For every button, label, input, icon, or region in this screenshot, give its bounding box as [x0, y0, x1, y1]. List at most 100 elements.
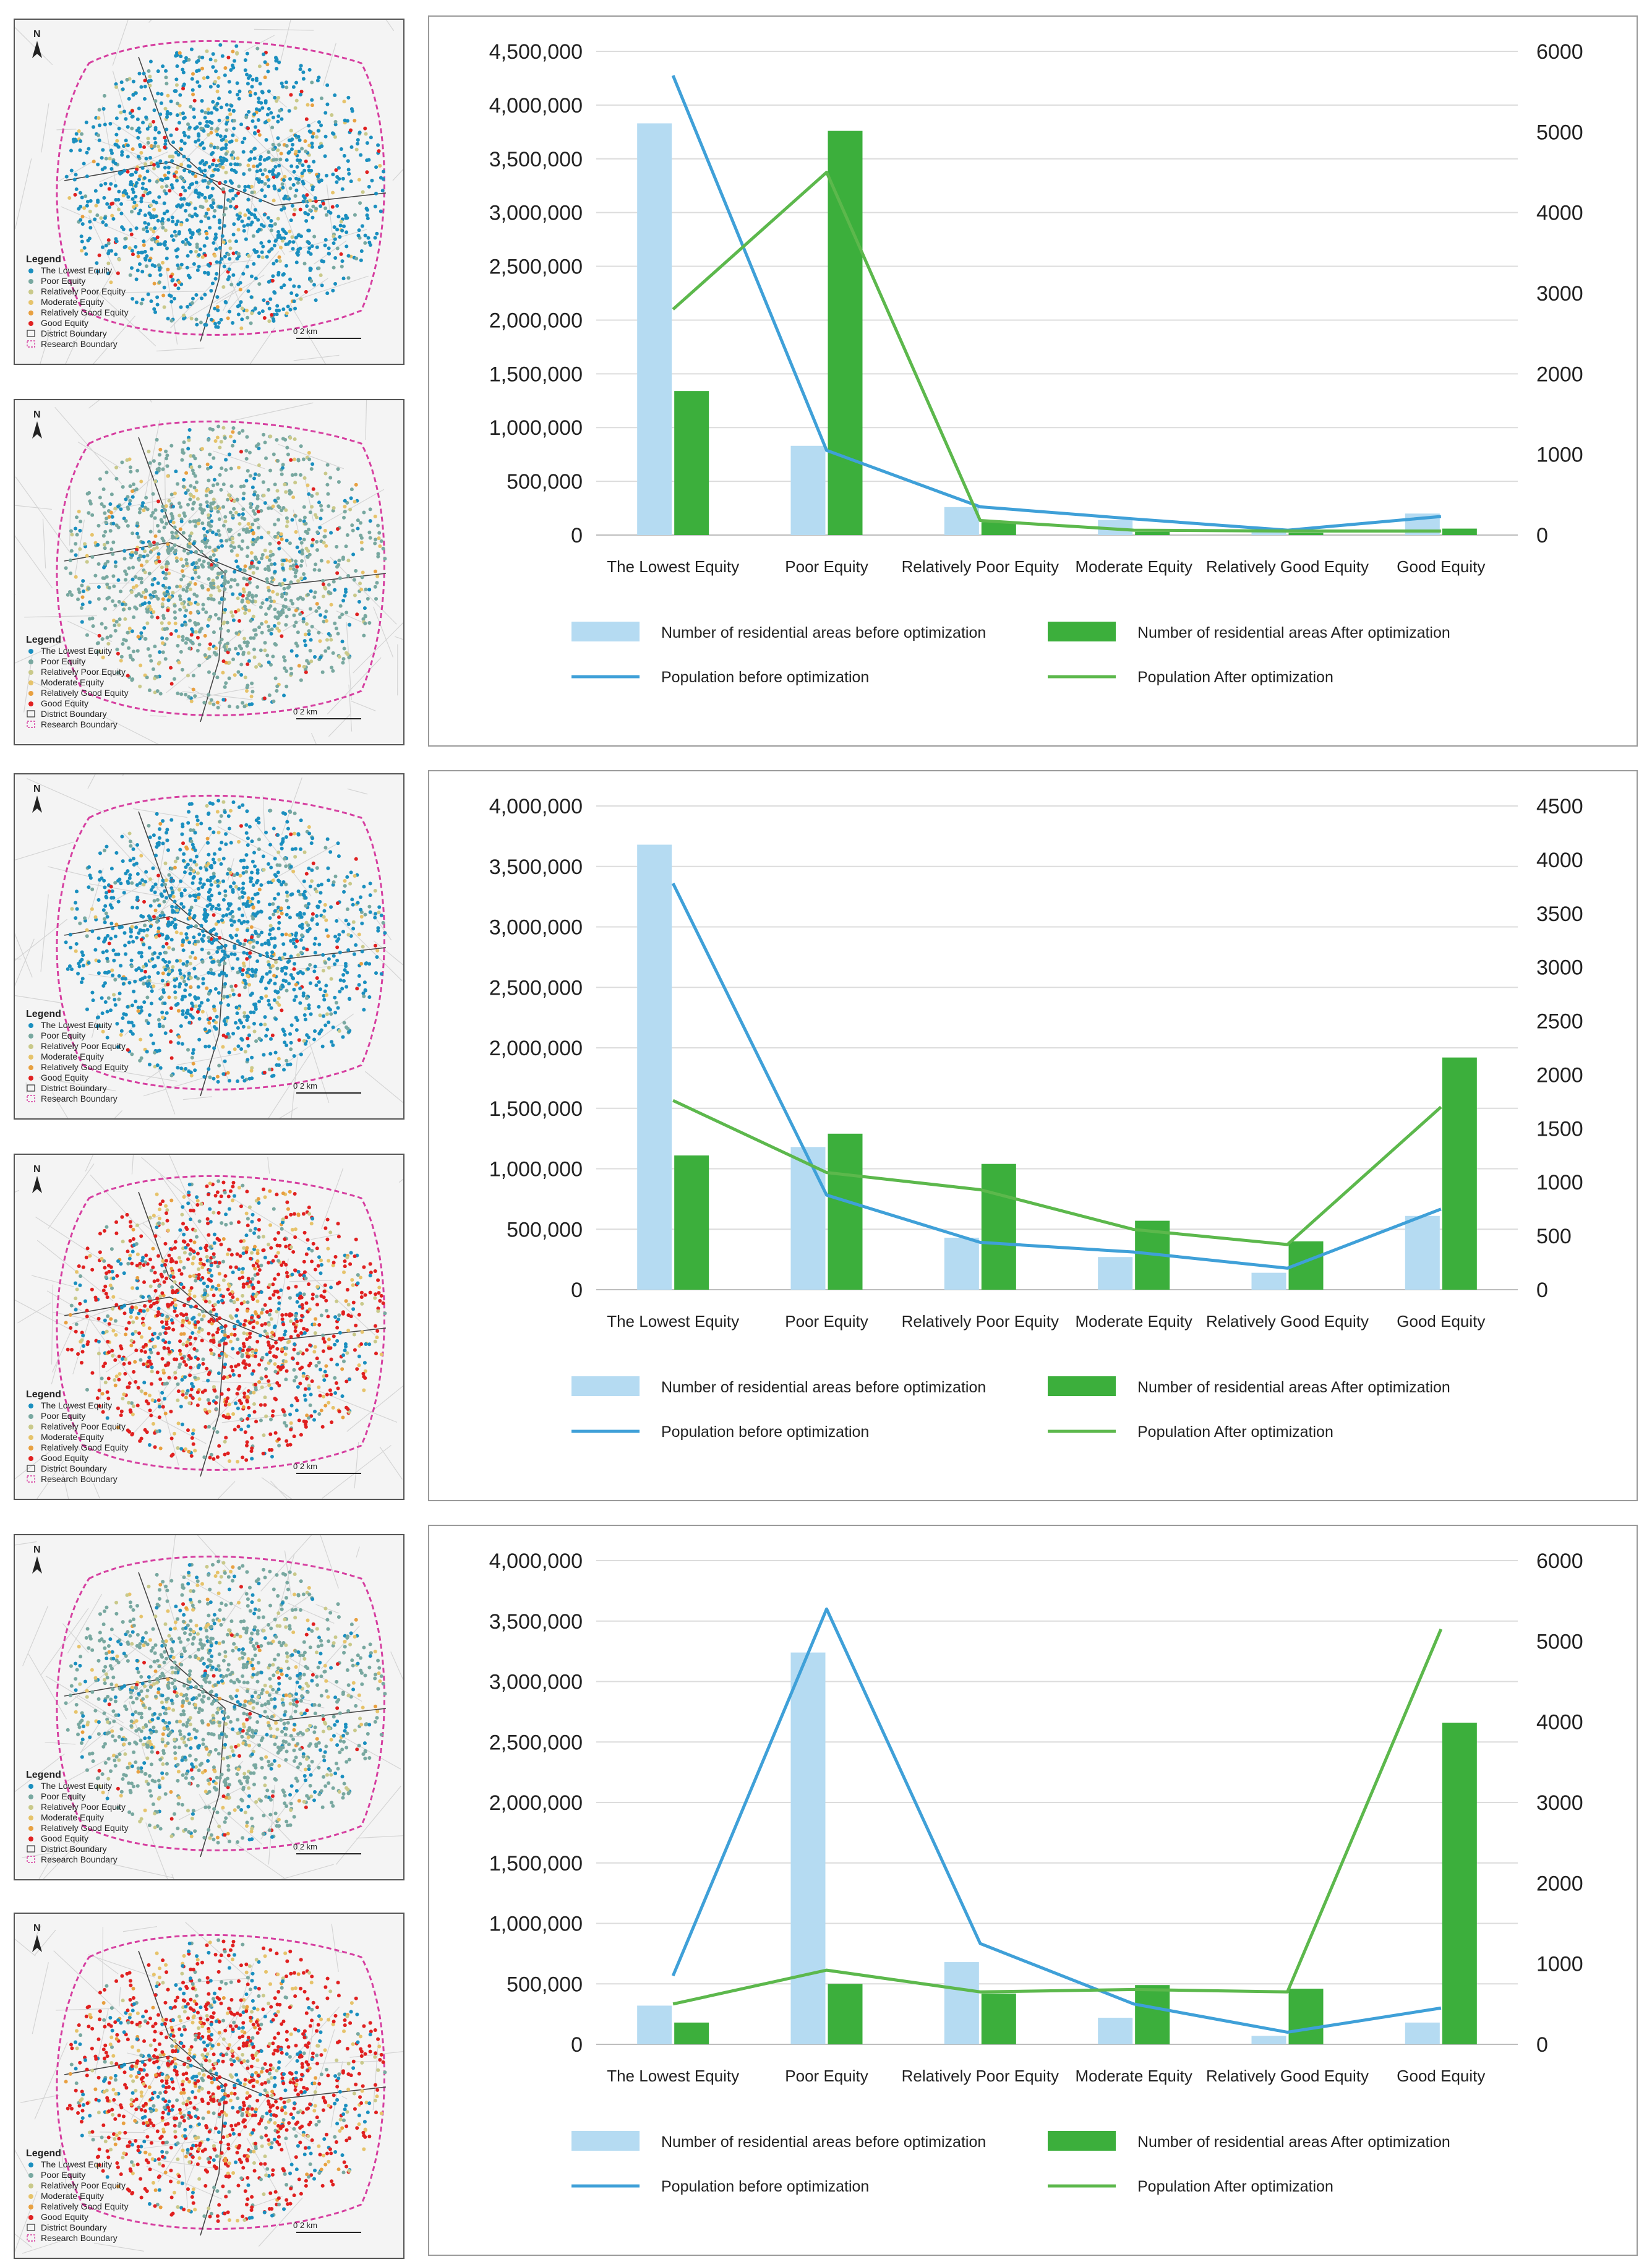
map-point-lowest [273, 936, 277, 940]
map-point-lowest [329, 905, 333, 909]
map-legend-item: Poor Equity [41, 656, 85, 666]
map-point-poor [236, 971, 240, 975]
map-point-lowest [217, 118, 221, 122]
map-point-lowest [152, 307, 156, 311]
map-point-lowest [180, 623, 184, 627]
map-point-good [304, 670, 308, 674]
street [72, 1317, 91, 1374]
map-point-relpoor [177, 1256, 181, 1260]
map-point-lowest [127, 1020, 131, 1024]
map-point-lowest [276, 878, 281, 883]
map-point-poor [273, 222, 277, 226]
map-point-poor [289, 491, 293, 495]
map-point-lowest [234, 194, 238, 198]
map-point-relpoor [194, 249, 198, 254]
map-point-lowest [197, 84, 202, 88]
map-point-poor [333, 621, 337, 625]
map-point-lowest [295, 165, 299, 169]
map-point-lowest [179, 305, 183, 309]
map-point-moderate [167, 946, 171, 950]
map-point-lowest [181, 948, 186, 953]
map-point-lowest [216, 879, 220, 883]
map-point-lowest [173, 917, 177, 922]
map-point-relpoor [189, 531, 194, 536]
map-point-poor [242, 568, 247, 573]
map-point-moderate [307, 451, 311, 455]
map-point-poor [176, 267, 181, 271]
street [111, 121, 153, 150]
map-point-lowest [232, 881, 236, 885]
map-point-good [213, 1194, 218, 1198]
map-legend-item: Moderate Equity [41, 1052, 104, 1061]
map-point-poor [275, 966, 280, 971]
map-point-lowest [338, 223, 343, 228]
map-point-poor [231, 444, 235, 448]
map-point-lowest [178, 971, 182, 975]
map-point-relpoor [114, 465, 119, 469]
map-point-lowest [245, 809, 249, 813]
street [293, 354, 340, 361]
map-point-lowest [250, 119, 255, 123]
street [52, 1092, 69, 1118]
map-point-moderate [233, 1047, 237, 1052]
map-point-lowest [229, 841, 233, 845]
map-point-relpoor [348, 881, 353, 886]
map-point-lowest [257, 1000, 262, 1004]
map-point-lowest [194, 140, 198, 144]
map-point-lowest [212, 1005, 216, 1009]
map-point-poor [218, 627, 223, 631]
map-point-lowest [74, 173, 78, 177]
map-point-good [239, 450, 243, 454]
map-point-moderate [233, 673, 237, 677]
map-point-relpoor [358, 581, 362, 586]
map-point-lowest [176, 219, 180, 223]
map-point-poor [259, 648, 263, 653]
map-point-lowest [238, 941, 242, 946]
map-point-poor [331, 669, 335, 673]
map-point-lowest [249, 150, 254, 154]
map-point-lowest [105, 915, 109, 919]
map-point-poor [108, 585, 112, 589]
map-point-lowest [100, 876, 104, 880]
map-point-lowest [231, 966, 235, 971]
map-point-lowest [303, 210, 307, 215]
map-point-good [335, 945, 340, 949]
map-point-lowest [92, 125, 96, 129]
map-point-lowest [332, 954, 336, 958]
map-point-lowest [149, 215, 153, 220]
map-point-lowest [252, 851, 257, 855]
street [142, 1222, 161, 1238]
map-point-poor [90, 555, 95, 559]
map-point-lowest [374, 912, 378, 916]
map-point-poor [367, 530, 372, 534]
map-point-moderate [164, 878, 168, 883]
map-point-moderate [173, 491, 177, 495]
map-point-lowest [246, 1044, 250, 1048]
map-point-poor [336, 480, 341, 484]
map-point-lowest [241, 902, 246, 906]
map-point-lowest [118, 104, 122, 108]
map-point-poor [215, 1430, 220, 1434]
map-point-poor [105, 470, 109, 474]
map-point-moderate [291, 869, 296, 873]
map-point-poor [160, 995, 164, 1000]
research-boundary [56, 40, 385, 336]
map-point-poor [120, 460, 124, 465]
map-point-poor [246, 469, 250, 473]
map-point-lowest [275, 1063, 279, 1067]
map-point-good [315, 976, 319, 980]
map-point-poor [115, 648, 119, 652]
map-point-poor [216, 572, 220, 576]
map-point-poor [155, 920, 159, 924]
map-point-lowest [275, 66, 279, 71]
map-point-lowest [296, 158, 300, 163]
map-point-poor [336, 467, 340, 471]
map-point-lowest [234, 239, 238, 244]
map-point-poor [259, 605, 263, 609]
map-point-relgood [178, 527, 182, 531]
map-point-poor [67, 589, 72, 594]
map-point-relpoor [260, 255, 265, 260]
map-point-poor [122, 557, 127, 561]
map-point-lowest [254, 250, 258, 254]
map-point-relgood [246, 896, 250, 900]
